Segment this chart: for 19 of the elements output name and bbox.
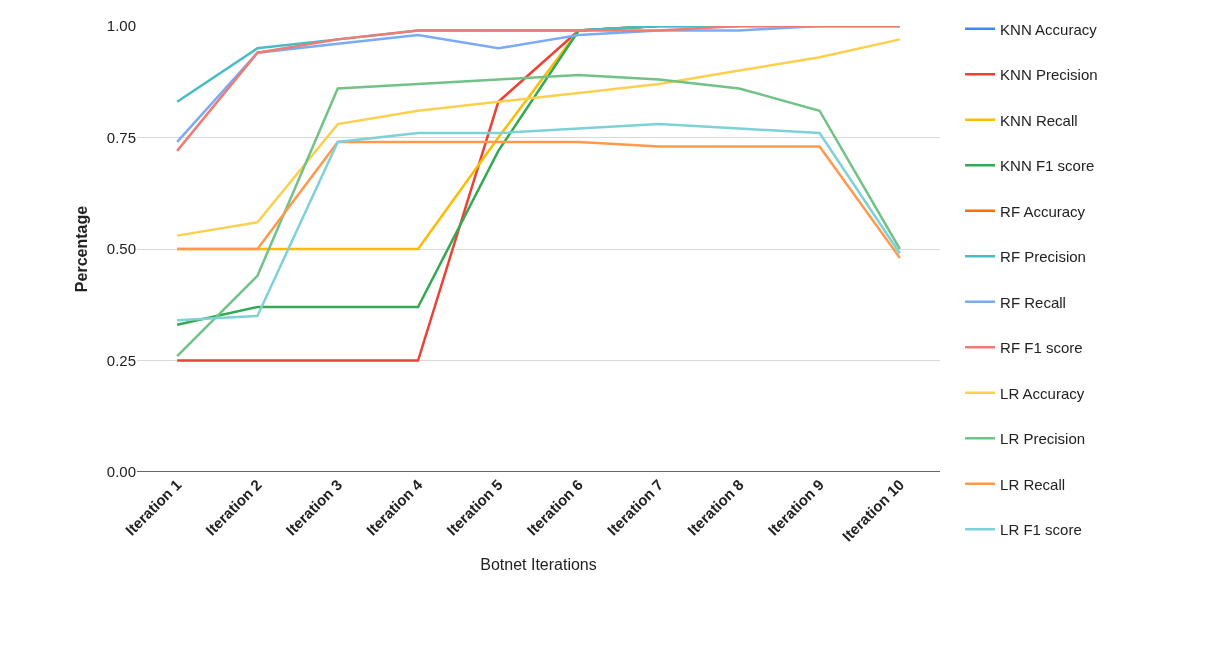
legend-label: RF Accuracy — [1000, 202, 1086, 220]
legend-label: KNN F1 score — [1000, 157, 1095, 175]
y-tick-label: 0.25 — [106, 351, 136, 369]
legend-label: RF Precision — [1000, 248, 1086, 266]
y-tick-label: 0.75 — [106, 128, 136, 146]
x-axis-title: Botnet Iterations — [480, 556, 597, 574]
y-tick-label: 1.00 — [106, 17, 136, 35]
legend-label: LR Recall — [1000, 475, 1066, 493]
legend-label: LR F1 score — [1000, 521, 1082, 539]
legend-label: KNN Accuracy — [1000, 20, 1098, 38]
legend-label: RF F1 score — [1000, 339, 1083, 357]
legend-label: LR Precision — [1000, 430, 1086, 448]
y-axis-title: Percentage — [72, 205, 90, 293]
y-tick-label: 0.00 — [106, 463, 136, 481]
legend-label: KNN Precision — [1000, 66, 1098, 84]
legend-label: LR Accuracy — [1000, 384, 1085, 402]
legend-label: RF Recall — [1000, 293, 1066, 311]
y-tick-label: 0.50 — [106, 240, 136, 258]
legend-label: KNN Recall — [1000, 111, 1078, 129]
